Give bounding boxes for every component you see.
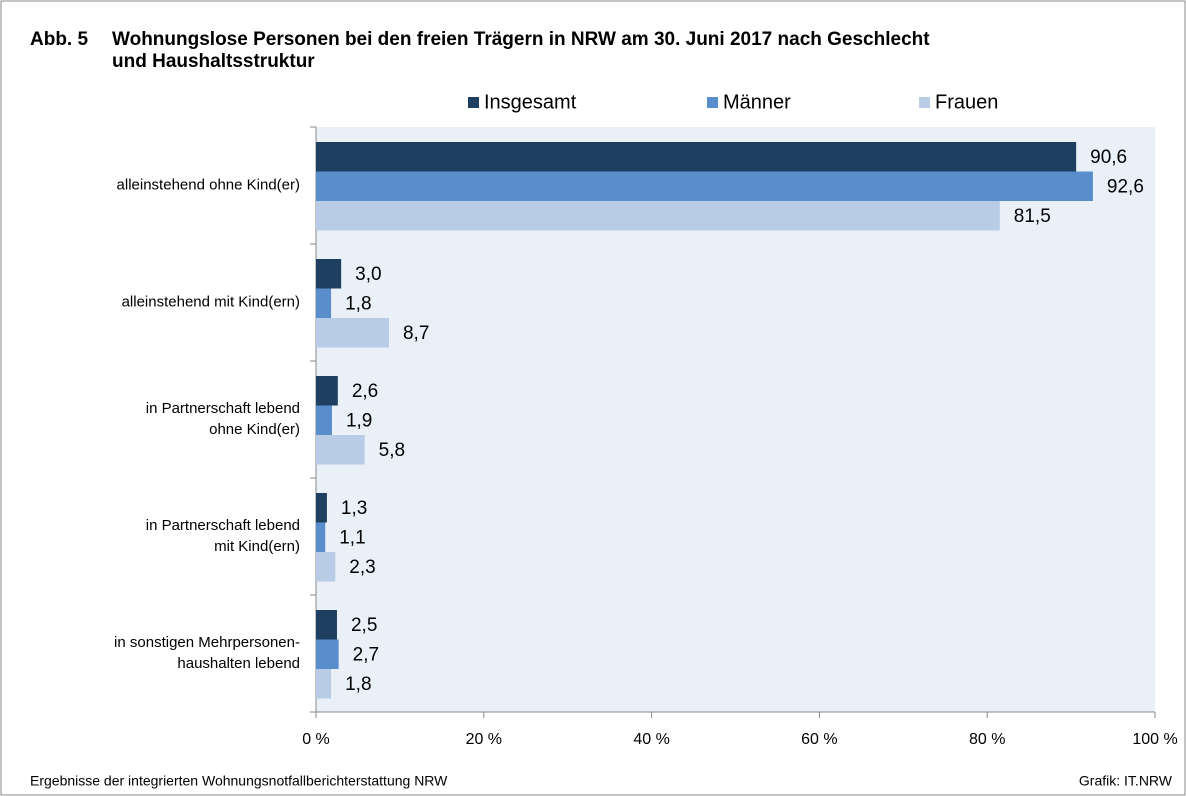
category-label: alleinstehend ohne Kind(er): [117, 176, 300, 193]
x-tick-label: 100 %: [1132, 731, 1177, 748]
chart-title: Wohnungslose Personen bei den freien Trä…: [112, 29, 930, 50]
bar: [316, 552, 336, 582]
x-tick-label: 80 %: [969, 731, 1005, 748]
legend-swatch: [468, 97, 479, 108]
credit: Grafik: IT.NRW: [1079, 773, 1173, 789]
category-label: in sonstigen Mehrpersonen-: [114, 634, 300, 651]
category-label: ohne Kind(er): [209, 421, 300, 438]
chart-title: und Haushaltsstruktur: [112, 51, 315, 72]
bar: [316, 405, 332, 435]
source: Ergebnisse der integrierten Wohnungsnotf…: [30, 773, 448, 789]
bar: [316, 493, 327, 523]
x-tick-label: 20 %: [466, 731, 502, 748]
bar: [316, 610, 337, 640]
category-label: haushalten lebend: [177, 655, 300, 672]
x-tick-label: 60 %: [801, 731, 837, 748]
bar: [316, 318, 389, 348]
bar: [316, 259, 342, 289]
value-label: 2,5: [351, 615, 377, 636]
legend-swatch: [707, 97, 718, 108]
legend-label: Insgesamt: [484, 91, 577, 113]
value-label: 2,6: [352, 381, 378, 402]
value-label: 2,3: [349, 557, 375, 578]
legend-swatch: [919, 97, 930, 108]
value-label: 1,8: [345, 293, 371, 314]
category-label: mit Kind(ern): [214, 538, 300, 555]
value-label: 1,9: [346, 410, 372, 431]
bar: [316, 288, 332, 318]
value-label: 81,5: [1014, 206, 1051, 227]
value-label: 8,7: [403, 323, 429, 344]
bar: [316, 669, 332, 699]
value-label: 1,8: [345, 674, 371, 695]
bar: [316, 201, 1000, 231]
bar: [316, 639, 339, 669]
value-label: 2,7: [353, 644, 379, 665]
bar: [316, 435, 365, 465]
x-tick-label: 40 %: [633, 731, 669, 748]
value-label: 90,6: [1090, 147, 1127, 168]
x-tick-label: 0 %: [302, 731, 330, 748]
legend-label: Männer: [723, 91, 791, 113]
value-label: 1,3: [341, 498, 367, 519]
category-label: in Partnerschaft lebend: [146, 400, 300, 417]
value-label: 3,0: [355, 264, 381, 285]
category-label: alleinstehend mit Kind(ern): [122, 293, 300, 310]
category-label: in Partnerschaft lebend: [146, 517, 300, 534]
value-label: 5,8: [379, 440, 405, 461]
value-label: 92,6: [1107, 176, 1144, 197]
bar: [316, 522, 326, 552]
figure-label: Abb. 5: [30, 29, 88, 50]
bar: [316, 142, 1077, 172]
legend-label: Frauen: [935, 91, 998, 113]
bar: [316, 376, 338, 406]
bar: [316, 171, 1093, 201]
value-label: 1,1: [339, 527, 365, 548]
